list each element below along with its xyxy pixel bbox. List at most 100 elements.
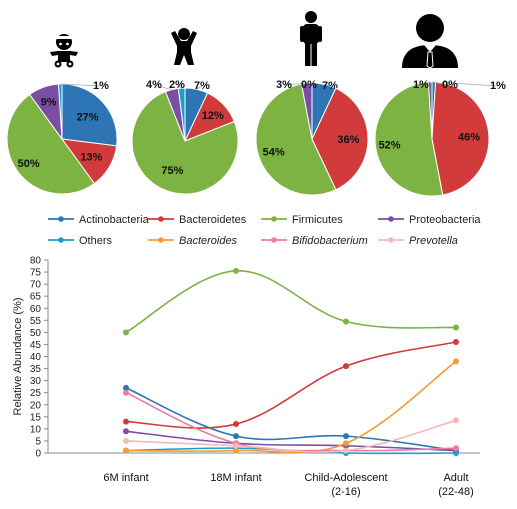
pie-slice-firmicutes [131,91,239,195]
y-tick-label: 10 [30,424,42,435]
pie-label-actinobacteria: 27% [77,111,99,123]
pie-label-firmicutes: 52% [379,139,401,151]
pie-label-bacteroidetes: 12% [202,110,224,122]
legend-label: Actinobacteria [79,214,150,226]
leader-line [431,81,451,86]
pie-label-proteobacteria: 4% [146,79,162,91]
y-tick-label: 40 [30,352,42,363]
pie-slice-firmicutes [374,81,444,197]
data-point [233,442,239,449]
pie-label-others: 0% [442,79,458,91]
data-point [123,418,129,425]
pie-label-bacteroidetes: 46% [458,132,480,144]
legend-label: Bifidobacterium [292,235,368,247]
pie-label-proteobacteria: 9% [41,97,57,109]
leader-line [153,84,172,91]
pie-label-proteobacteria: 3% [276,79,292,91]
pie-4: 1% 46% 52% 1% 0% [374,79,506,197]
legend-marker [388,216,394,222]
legend-item-bifidobacterium: Bifidobacterium [261,235,368,247]
legend-item-bacteroides: Bacteroides [148,235,238,247]
leader-line [420,81,431,86]
legend-marker [158,237,164,243]
pie-1: 27% 13% 50% 9% 1% [6,80,118,195]
y-tick-label: 30 [30,376,42,387]
pie-label-others: 1% [93,80,109,92]
y-tick-label: 20 [30,400,42,411]
leader-line [196,85,203,90]
legend-item-proteobacteria: Proteobacteria [378,214,481,226]
series-line [125,419,457,453]
data-point [343,433,349,440]
y-axis-title: Relative Abundance (%) [12,297,24,415]
y-tick-label: 60 [30,304,42,315]
y-tick-label: 15 [30,412,42,423]
leader-line [60,83,102,87]
y-tick-label: 70 [30,280,42,291]
series-line [125,360,457,454]
y-tick-label: 0 [35,449,41,460]
series-line [125,270,457,334]
y-tick-label: 35 [30,364,42,375]
x-category-label: 6M infant [103,472,148,484]
y-tick-label: 55 [30,316,42,327]
series-prevotella [123,417,459,454]
data-point [453,339,459,346]
series-line [125,341,457,429]
legend-marker [271,216,277,222]
pie-slice-bacteroidetes [311,87,369,191]
legend-marker [58,216,64,222]
data-point [233,447,239,454]
y-tick-label: 5 [35,436,41,447]
x-category-label: 18M infant [210,472,261,484]
data-point [343,440,349,447]
baby-icon [50,34,78,68]
data-point [233,421,239,428]
pie-label-others: 2% [169,79,185,91]
legend-marker [388,237,394,243]
data-point [453,324,459,331]
data-point [453,358,459,365]
adult-icon [402,14,458,69]
child-icon [300,11,322,66]
pie-charts: 27% 13% 50% 9% 1% 7% 12% 75% 4% 2% 7% 36% 54% 3% 0% 1% 4… [6,79,506,197]
legend-item-prevotella: Prevotella [378,235,458,247]
data-point [123,389,129,396]
pie-label-bacteroidetes: 13% [80,151,102,163]
data-point [233,267,239,274]
legend-item-others: Others [48,235,113,247]
y-tick-label: 50 [30,328,42,339]
leader-line [324,83,331,87]
x-category-label: Adult (22-48) [438,472,473,498]
toddler-icon [171,28,197,65]
data-point [123,428,129,435]
legend-label: Proteobacteria [409,214,481,226]
x-category-label: Child-Adolescent (2-16) [304,472,387,498]
legend-item-bacteroidetes: Bacteroidetes [148,214,247,226]
leader-line [308,82,313,86]
pie-label-firmicutes: 54% [263,146,285,158]
pie-slice-firmicutes [6,93,96,195]
pie-slice-bacteroidetes [431,81,490,196]
data-point [453,417,459,424]
legend-label: Others [79,235,113,247]
data-point [123,437,129,444]
pie-slice-firmicutes [255,83,337,196]
pie-label-proteobacteria: 1% [413,79,429,91]
series-line [125,430,457,452]
legend-item-firmicutes: Firmicutes [261,214,343,226]
series-line [125,387,457,452]
data-point [123,329,129,336]
legend-item-actinobacteria: Actinobacteria [48,214,150,226]
leader-line [283,82,307,86]
data-point [343,318,349,325]
leader-line [176,84,182,89]
data-point [233,433,239,440]
age-icons [50,11,458,69]
y-tick-label: 75 [30,268,42,279]
pie-label-actinobacteria: 7% [322,80,338,92]
pie-label-actinobacteria: 1% [490,80,506,92]
legend-marker [271,237,277,243]
